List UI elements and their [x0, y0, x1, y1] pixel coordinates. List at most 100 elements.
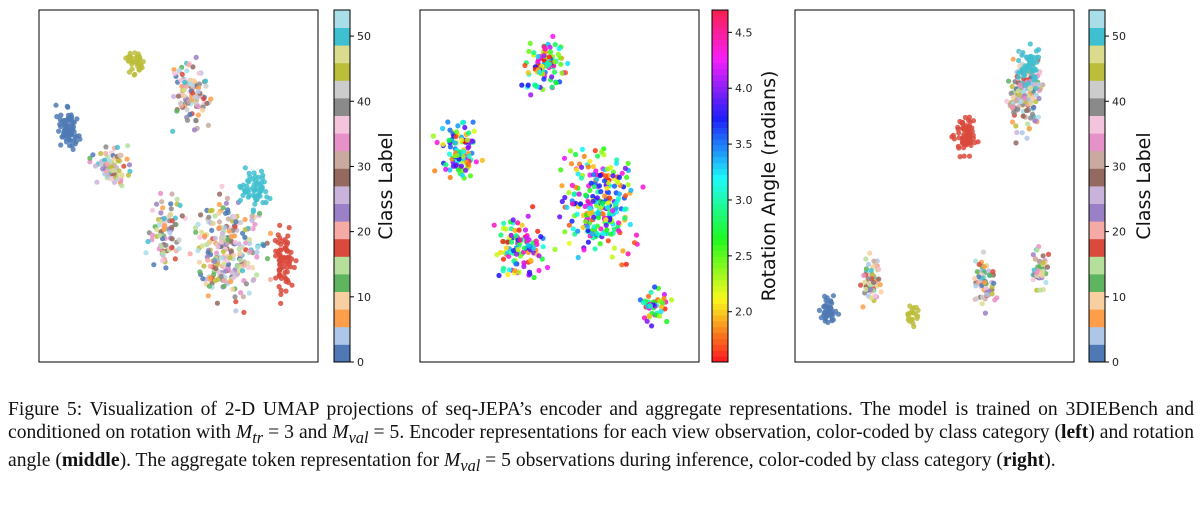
- scatter-point: [633, 232, 640, 238]
- scatter-point: [205, 122, 211, 128]
- scatter-point: [214, 300, 220, 306]
- scatter-point: [1044, 264, 1051, 270]
- scatter-point: [1040, 259, 1046, 266]
- colorbar-swatch: [712, 356, 728, 363]
- scatter-point: [614, 179, 621, 185]
- scatter-point: [573, 151, 579, 158]
- scatter-point: [119, 172, 125, 178]
- scatter-point: [625, 182, 631, 188]
- scatter-point: [276, 252, 282, 258]
- scatter-point: [1013, 123, 1019, 129]
- scatter-point: [238, 219, 244, 225]
- scatter-point: [240, 294, 246, 300]
- scatter-point: [611, 183, 618, 189]
- colorbar-swatch: [712, 86, 728, 93]
- scatter-point: [625, 251, 631, 257]
- colorbar-swatch: [1089, 168, 1105, 187]
- scatter-point: [515, 246, 521, 253]
- scatter-point: [73, 139, 79, 145]
- scatter-point: [583, 219, 589, 225]
- colorbar-swatch: [712, 139, 728, 146]
- scatter-point: [470, 138, 476, 144]
- scatter-point: [284, 277, 291, 283]
- scatter-point: [538, 234, 544, 240]
- scatter-point: [58, 142, 64, 148]
- scatter-point: [569, 182, 576, 188]
- colorbar-swatch: [1089, 291, 1105, 310]
- scatter-point: [950, 132, 957, 138]
- scatter-point: [955, 126, 961, 132]
- scatter-point: [956, 130, 962, 136]
- scatter-point: [647, 303, 654, 309]
- scatter-point: [174, 108, 180, 114]
- scatter-point: [1033, 85, 1039, 91]
- scatter-point: [515, 220, 521, 226]
- colorbar-swatch: [712, 186, 728, 193]
- scatter-point: [61, 130, 67, 136]
- scatter-point: [240, 230, 246, 236]
- colorbar-swatch: [1089, 326, 1105, 345]
- scatter-point: [175, 93, 181, 99]
- caption-prefix: Figure 5:: [8, 399, 83, 420]
- scatter-point: [510, 248, 517, 254]
- scatter-point: [585, 239, 592, 245]
- scatter-point: [982, 279, 988, 286]
- scatter-point: [473, 159, 479, 165]
- scatter-point: [184, 117, 191, 123]
- scatter-point: [207, 208, 213, 214]
- scatter-point: [264, 194, 270, 200]
- scatter-point: [599, 149, 605, 155]
- scatter-point: [570, 226, 576, 232]
- scatter-point: [453, 134, 459, 140]
- scatter-point: [559, 70, 565, 76]
- scatter-point: [1010, 94, 1016, 100]
- scatter-point: [1027, 55, 1033, 62]
- colorbar-swatch: [712, 174, 728, 181]
- scatter-point: [590, 172, 597, 178]
- scatter-point: [973, 283, 979, 289]
- scatter-point: [580, 224, 586, 230]
- scatter-point: [500, 256, 507, 262]
- scatter-point: [434, 139, 440, 146]
- scatter-point: [133, 59, 139, 65]
- scatter-point: [828, 305, 834, 311]
- scatter-point: [979, 294, 986, 300]
- scatter-point: [593, 202, 600, 208]
- scatter-point: [631, 240, 638, 246]
- scatter-point: [105, 173, 111, 179]
- scatter-point: [215, 244, 221, 250]
- scatter-point: [860, 304, 866, 310]
- scatter-point: [169, 224, 175, 230]
- scatter-point: [871, 279, 877, 285]
- scatter-point: [242, 216, 248, 223]
- scatter-point: [199, 243, 205, 249]
- scatter-point: [177, 100, 184, 106]
- scatter-point: [505, 239, 511, 245]
- scatter-point: [446, 137, 452, 143]
- colorbar-swatch: [1089, 221, 1105, 240]
- scatter-point: [961, 132, 967, 138]
- scatter-point: [552, 59, 558, 65]
- scatter-point: [1027, 86, 1034, 92]
- scatter-point: [661, 295, 667, 301]
- scatter-point: [220, 249, 226, 255]
- colorbar-tick-label: 2.0: [735, 306, 753, 319]
- scatter-point: [535, 53, 541, 60]
- panel-middle: 2.0 2.5 3.0 3.5 4.0 4.5 Rotation Angle (radia…: [419, 9, 780, 363]
- colorbar-swatch: [712, 191, 728, 199]
- scatter-point: [500, 238, 506, 245]
- scatter-point: [245, 186, 251, 192]
- scatter-point: [588, 180, 594, 186]
- scatter-point: [170, 128, 176, 134]
- colorbar-swatch: [712, 197, 728, 205]
- scatter-point: [519, 82, 525, 88]
- scatter-point: [590, 163, 597, 170]
- scatter-point: [591, 184, 597, 190]
- scatter-point: [221, 261, 227, 267]
- scatter-point: [623, 206, 629, 212]
- scatter-point: [556, 46, 562, 52]
- scatter-point: [252, 187, 258, 193]
- scatter-point: [161, 216, 167, 222]
- scatter-point: [231, 214, 238, 220]
- scatter-point: [63, 117, 69, 123]
